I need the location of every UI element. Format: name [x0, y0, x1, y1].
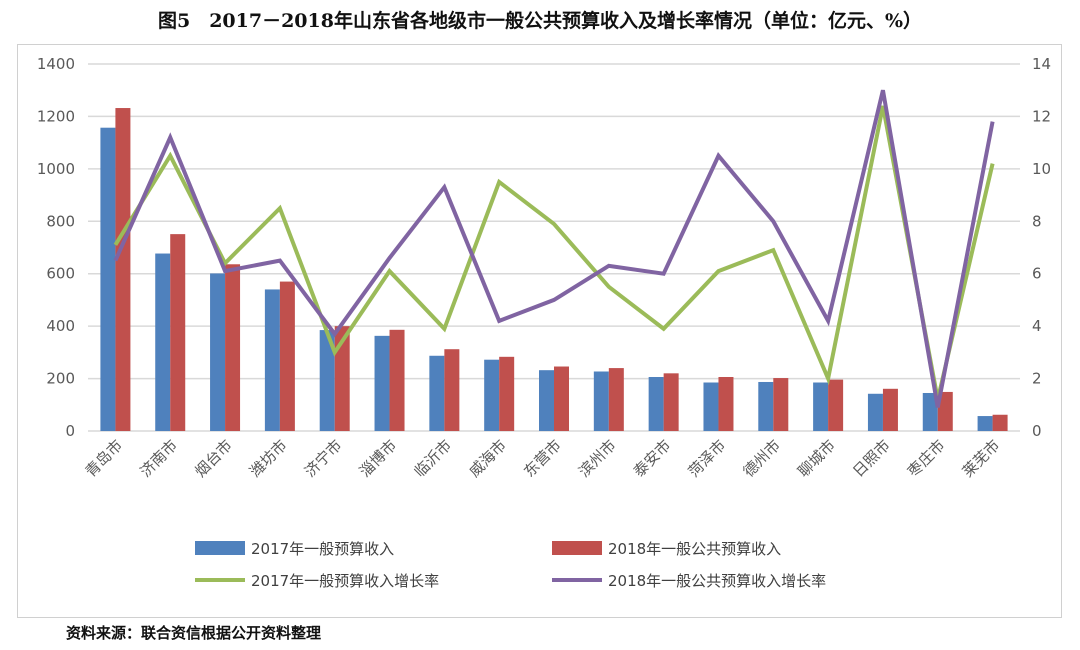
right-tick-label: 10: [1032, 160, 1051, 178]
category-label: 东营市: [520, 436, 565, 481]
legend-label: 2018年一般公共预算收入增长率: [608, 572, 826, 590]
bar-2018: [444, 349, 460, 431]
line-growth-2017: [113, 105, 995, 400]
category-label: 日照市: [849, 436, 894, 481]
bar-2017: [319, 330, 335, 431]
bar-2018: [279, 281, 295, 431]
bar-2018: [499, 356, 515, 431]
category-label: 莱芜市: [959, 436, 1004, 481]
bar-2018: [937, 391, 953, 431]
bar-2018: [828, 379, 844, 431]
bar-2018: [225, 264, 241, 431]
bar-2017: [813, 382, 829, 431]
left-tick-label: 400: [46, 317, 75, 335]
category-label: 德州市: [740, 436, 785, 481]
category-label: 烟台市: [191, 436, 236, 481]
bar-2017: [374, 335, 390, 431]
chart-frame: [17, 44, 1062, 618]
bar-2017: [264, 289, 280, 431]
right-tick-label: 2: [1032, 370, 1042, 388]
bar-2018: [554, 366, 569, 431]
category-label: 菏泽市: [685, 436, 730, 481]
left-tick-label: 800: [46, 212, 75, 230]
bar-2017: [429, 355, 445, 431]
category-label: 济南市: [137, 436, 182, 481]
category-label: 滨州市: [575, 436, 620, 481]
bar-2018: [992, 414, 1008, 431]
bar-2018: [170, 234, 186, 431]
right-tick-label: 0: [1032, 422, 1042, 440]
bar-2018: [608, 368, 624, 431]
bar-2018: [882, 388, 898, 431]
bar-2018: [334, 326, 350, 431]
bar-2018: [663, 373, 679, 431]
bar-2017: [593, 371, 609, 431]
left-tick-label: 0: [65, 422, 75, 440]
category-label: 泰安市: [630, 436, 675, 481]
category-label: 淄博市: [356, 436, 401, 481]
right-tick-label: 14: [1032, 55, 1051, 73]
bar-2017: [539, 370, 554, 431]
legend-swatch: [195, 541, 245, 555]
category-label: 威海市: [465, 436, 510, 481]
left-tick-label: 200: [46, 370, 75, 388]
bar-2018: [115, 108, 131, 431]
chart-title: 图5 2017－2018年山东省各地级市一般公共预算收入及增长率情况（单位：亿元…: [157, 10, 923, 32]
bar-2017: [210, 273, 226, 431]
bar-2017: [100, 127, 116, 431]
left-tick-label: 1400: [37, 55, 75, 73]
right-tick-label: 4: [1032, 317, 1042, 335]
legend-swatch: [552, 541, 602, 555]
bar-2017: [648, 376, 664, 431]
category-label: 枣庄市: [904, 436, 949, 481]
bar-2017: [977, 416, 993, 431]
left-tick-label: 1200: [37, 107, 75, 125]
legend-label: 2018年一般公共预算收入: [608, 540, 781, 558]
left-tick-label: 1000: [37, 160, 75, 178]
category-label: 济宁市: [301, 436, 346, 481]
bar-2018: [773, 378, 789, 431]
category-label: 聊城市: [794, 436, 839, 481]
source-note: 资料来源：联合资信根据公开资料整理: [66, 624, 322, 642]
legend-label: 2017年一般预算收入: [251, 540, 394, 558]
right-tick-label: 12: [1032, 107, 1051, 125]
bar-2017: [922, 392, 938, 431]
line-growth-2018: [113, 89, 995, 408]
bar-2017: [703, 382, 719, 431]
right-tick-label: 8: [1032, 212, 1042, 230]
bar-2017: [758, 381, 774, 431]
legend-label: 2017年一般预算收入增长率: [251, 572, 439, 590]
bar-2018: [718, 376, 734, 431]
category-label: 临沂市: [411, 436, 456, 481]
bar-2017: [867, 393, 883, 431]
category-label: 青岛市: [82, 436, 127, 481]
bar-2017: [155, 253, 171, 431]
bar-2018: [389, 329, 405, 431]
category-label: 潍坊市: [246, 436, 291, 481]
left-tick-label: 600: [46, 265, 75, 283]
bar-2017: [484, 359, 500, 431]
right-tick-label: 6: [1032, 265, 1042, 283]
